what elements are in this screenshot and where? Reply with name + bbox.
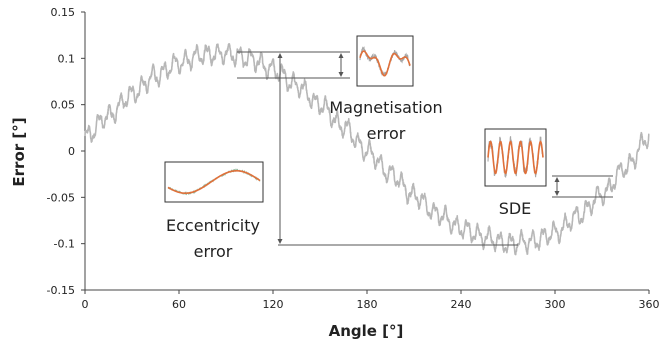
x-tick-label: 60 [172,298,186,311]
magnetisation-inset-fit-trace [359,50,411,77]
magnetisation-arrow-up [338,53,344,58]
x-tick-label: 240 [451,298,472,311]
y-tick-label: -0.15 [47,284,75,297]
y-axis-title: Error [°] [10,117,28,186]
y-tick-label: 0.15 [51,6,76,19]
y-tick-label: 0.1 [58,52,76,65]
x-tick-label: 0 [82,298,89,311]
annotation-markers [237,51,613,246]
eccentricity-arrow-up [277,53,283,58]
eccentricity-arrow-down [277,239,283,244]
x-axis-title: Angle [°] [329,322,404,340]
sde-arrow-down [554,191,560,196]
annotation-magnetisation-line1: Magnetisation [329,98,442,117]
magnetisation-arrow-down [338,72,344,77]
insets [164,35,547,203]
y-tick-label: -0.05 [47,191,75,204]
x-tick-label: 300 [545,298,566,311]
magnetisation-inset-frame [356,35,414,87]
y-tick-label: 0 [68,145,75,158]
annotation-magnetisation-line2: error [367,124,406,143]
y-tick-label: -0.1 [54,238,75,251]
eccentricity-inset-fit-trace [167,170,261,194]
eccentricity-inset-frame [164,161,264,203]
y-axis-ticks: 0.15 0.1 0.05 0 -0.05 -0.1 -0.15 [47,6,85,297]
x-tick-label: 120 [263,298,284,311]
annotation-eccentricity-line2: error [194,242,233,261]
series-line-error [84,43,650,256]
x-axis-ticks: 0 60 120 180 240 300 360 [82,290,660,311]
x-tick-label: 360 [639,298,660,311]
sde-inset-frame [484,128,547,187]
x-tick-label: 180 [357,298,378,311]
series-layer [84,43,650,256]
sde-inset-fit-trace [487,140,544,175]
annotation-sde: SDE [499,199,532,218]
y-tick-label: 0.05 [51,99,76,112]
sde-arrow-up [554,177,560,182]
annotation-eccentricity-line1: Eccentricity [166,216,260,235]
